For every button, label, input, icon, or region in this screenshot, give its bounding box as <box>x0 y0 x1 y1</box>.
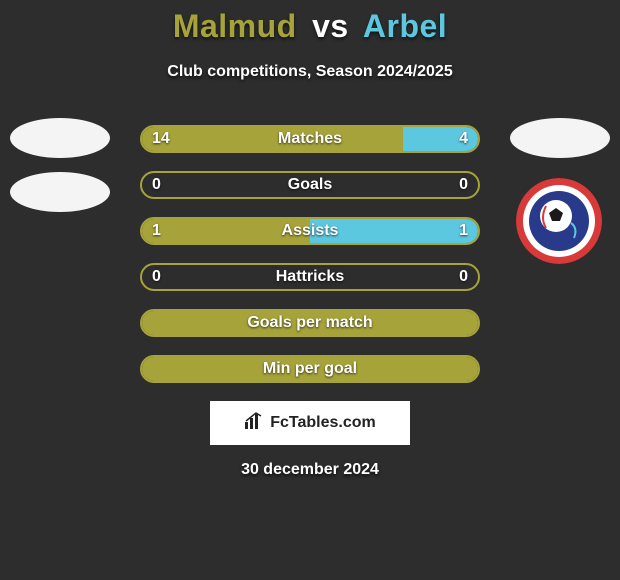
stat-bar-right <box>310 219 478 243</box>
date-text: 30 december 2024 <box>0 461 620 479</box>
attribution-text: FcTables.com <box>270 414 376 432</box>
stat-bar-left <box>142 357 478 381</box>
stat-bar-left <box>142 311 478 335</box>
title-player1: Malmud <box>173 8 297 44</box>
stat-bar-track <box>140 263 480 291</box>
stat-bar-track <box>140 171 480 199</box>
stat-row: Matches144 <box>140 125 480 153</box>
subtitle: Club competitions, Season 2024/2025 <box>0 63 620 81</box>
stat-bar-left <box>142 219 310 243</box>
stat-bar-track <box>140 309 480 337</box>
team-badge-right-1 <box>510 118 610 158</box>
attribution-badge: FcTables.com <box>210 401 410 445</box>
title-vs: vs <box>312 8 349 44</box>
stat-bar-right <box>403 127 478 151</box>
stat-bar-track <box>140 125 480 153</box>
team-logo-right <box>516 178 602 264</box>
stat-row: Goals per match <box>140 309 480 337</box>
stat-row: Goals00 <box>140 171 480 199</box>
root: Malmud vs Arbel Club competitions, Seaso… <box>0 0 620 479</box>
chart-icon <box>244 412 264 435</box>
stat-row: Hattricks00 <box>140 263 480 291</box>
stat-bar-left <box>142 127 403 151</box>
stat-bar-track <box>140 355 480 383</box>
stat-bar-track <box>140 217 480 245</box>
stat-bars-container: Matches144 Goals00 Assists11 Hattricks00 Goa… <box>0 125 620 383</box>
team-badge-left-2 <box>10 172 110 212</box>
team-badge-left-1 <box>10 118 110 158</box>
stat-row: Min per goal <box>140 355 480 383</box>
page-title: Malmud vs Arbel <box>0 8 620 45</box>
stat-row: Assists11 <box>140 217 480 245</box>
title-player2: Arbel <box>363 8 447 44</box>
